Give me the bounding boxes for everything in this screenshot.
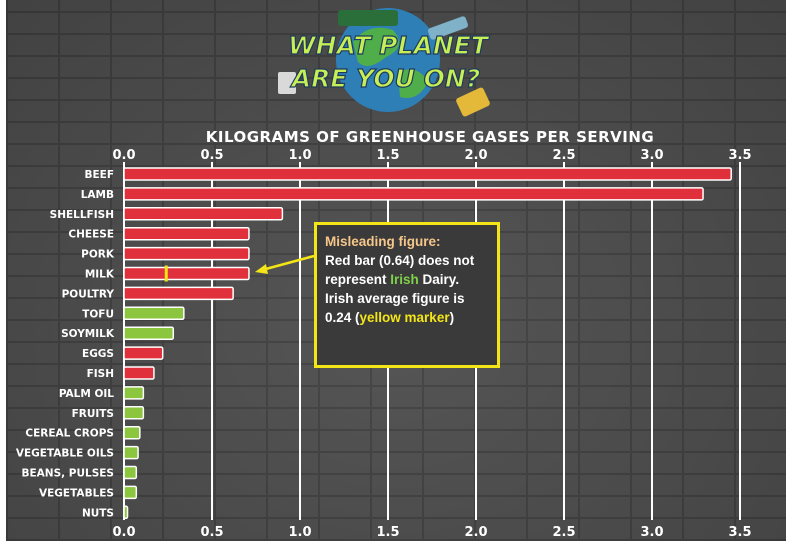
x-tick-label-top: 3.5: [728, 148, 751, 163]
x-tick-label-top: 0.5: [200, 148, 223, 163]
bar: [123, 366, 155, 380]
x-tick-label-top: 2.0: [464, 148, 487, 163]
category-label: MILK: [85, 269, 115, 281]
bar: [123, 445, 139, 460]
bar: [123, 167, 732, 181]
x-tick-label-bottom: 3.0: [640, 525, 663, 540]
category-label: FRUITS: [72, 408, 114, 420]
x-tick-label-bottom: 0.5: [200, 525, 223, 540]
bar: [123, 406, 145, 420]
logo-line2: ARE YOU ON?: [290, 64, 481, 93]
bar: [123, 485, 138, 500]
x-tick-label-bottom: 0.0: [112, 525, 135, 540]
x-tick-label-bottom: 2.0: [464, 525, 487, 540]
callout-yellow-marker: yellow marker: [359, 310, 450, 325]
category-label: BEEF: [84, 169, 114, 181]
x-tick-label-top: 2.5: [552, 148, 575, 163]
x-tick-label-bottom: 1.0: [288, 525, 311, 540]
callout-irish: Irish: [390, 272, 419, 287]
x-tick-label-top: 1.0: [288, 148, 311, 163]
x-tick-label-top: 3.0: [640, 148, 663, 163]
callout-text-1: Red bar (0.64) does not represent: [325, 253, 475, 287]
category-label: PORK: [81, 249, 115, 261]
callout-text-3: ): [449, 310, 455, 325]
x-tick-label-top: 0.0: [112, 148, 135, 163]
category-label: POULTRY: [62, 288, 115, 300]
bar: [123, 207, 284, 221]
category-label: SOYMILK: [61, 328, 115, 340]
bar: [123, 505, 129, 520]
bar: [123, 306, 185, 321]
bar: [123, 226, 250, 241]
bar: [123, 425, 141, 440]
x-tick-label-bottom: 2.5: [552, 525, 575, 540]
bar: [123, 386, 145, 400]
bar: [123, 346, 164, 360]
bar: [123, 286, 234, 301]
x-tick-label-bottom: 1.5: [376, 525, 399, 540]
category-label: FISH: [87, 368, 114, 380]
category-label: CHEESE: [68, 229, 114, 241]
category-label: VEGETABLES: [39, 487, 114, 499]
chart-title: KILOGRAMS OF GREENHOUSE GASES PER SERVIN…: [205, 128, 655, 146]
what-planet-logo: WHAT PLANET ARE YOU ON?: [278, 8, 490, 117]
bar: [123, 326, 175, 340]
callout-heading: Misleading figure:: [325, 234, 441, 249]
x-tick-label-top: 1.5: [376, 148, 399, 163]
category-label: BEANS, PULSES: [21, 468, 114, 480]
bar: [123, 465, 138, 480]
bar: [123, 266, 250, 281]
category-label: SHELLFISH: [50, 209, 114, 221]
misleading-figure-callout: Misleading figure: Red bar (0.64) does n…: [314, 222, 500, 368]
bar: [123, 246, 250, 261]
category-label: NUTS: [82, 507, 114, 519]
category-label: VEGETABLE OILS: [16, 448, 114, 460]
callout-arrow: [261, 254, 315, 272]
callout-text-2: Dairy. Irish average figure is 0.24 (: [325, 272, 465, 325]
category-label: LAMB: [81, 189, 114, 201]
callout-arrowhead: [255, 264, 268, 274]
category-label: CEREAL CROPS: [25, 428, 114, 440]
category-label: PALM OIL: [59, 388, 114, 400]
category-label: EGGS: [82, 348, 114, 360]
category-label: TOFU: [82, 308, 114, 320]
bar: [123, 187, 704, 201]
x-tick-label-bottom: 3.5: [728, 525, 751, 540]
logo-line1: WHAT PLANET: [288, 31, 490, 60]
